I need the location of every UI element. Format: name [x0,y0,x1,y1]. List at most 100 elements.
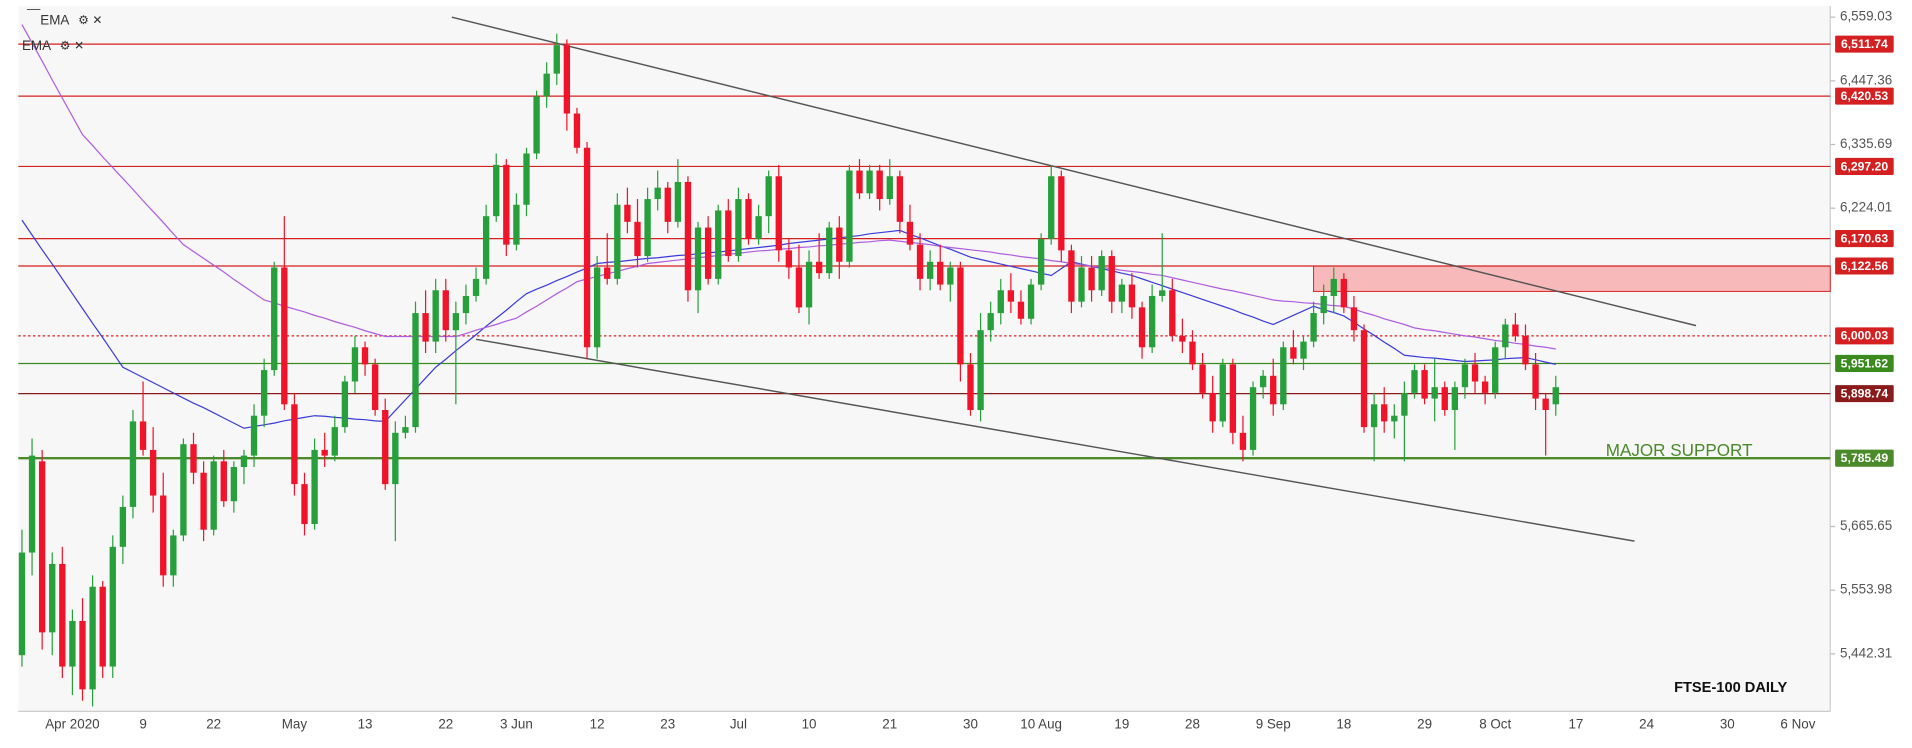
candle-body [382,410,389,485]
level-label-bg [1835,257,1894,275]
level-label: 5,951.62 [1841,356,1889,370]
level-label-bg [1835,87,1894,105]
candle-body [553,45,560,74]
y-tick-label: 6,335.69 [1840,136,1892,151]
level-label-bg [1835,385,1894,403]
candle-body [1300,341,1307,359]
candle-body [210,461,217,530]
candle-body [775,176,782,251]
candle-body [977,330,984,411]
candle-body [1330,278,1337,296]
candle-body [765,176,772,217]
candle-body [351,347,359,382]
candle-body [755,216,762,239]
x-tick-label: 18 [1336,716,1351,731]
y-tick-label: 6,447.36 [1840,72,1892,87]
candle-body [482,216,490,279]
candle-body [341,381,349,428]
candle-body [704,227,712,279]
candle-body [1249,387,1257,450]
candle-body [1451,387,1459,411]
candle-body [331,427,338,456]
level-label: 6,420.53 [1841,89,1889,103]
candle-body [795,267,803,308]
candle-body [1118,284,1126,302]
x-tick-label: 12 [590,716,605,731]
candle-body [291,404,298,485]
candle-body [1179,335,1186,342]
candle-body [614,204,621,279]
candle-body [634,221,641,257]
candle-body [1552,387,1559,405]
x-tick-label: 9 [139,716,146,731]
candle-body [533,96,540,154]
x-tick-label: 8 Oct [1479,716,1511,731]
candle-body [583,147,591,348]
level-label: 6,122.56 [1841,259,1889,273]
candle-body [937,261,944,285]
candle-body [694,227,702,291]
candle-body [200,472,207,530]
candle-body [220,461,227,502]
candle-body [664,187,671,222]
candle-body [442,290,449,331]
candle-body [1098,256,1105,291]
candle-body [906,221,914,245]
candle-body [563,45,571,114]
candle-body [1027,284,1035,319]
candle-body [240,455,248,468]
candle-body [1461,364,1469,388]
candle-body [109,546,116,667]
candle-body [1441,387,1448,411]
x-tick-label: 9 Sep [1256,716,1291,731]
candle-body [654,187,661,200]
candle-body [1481,381,1489,393]
candle-body [876,170,883,200]
candle-body [1229,364,1237,433]
resistance-zone [1313,265,1831,292]
candle-body [160,495,167,576]
candle-body [624,204,631,222]
legend-settings[interactable]: ⚙ ✕ [60,39,85,53]
candle-body [89,586,96,690]
level-label-bg [1835,354,1894,373]
candle-body [493,164,500,217]
candle-body [1370,404,1378,428]
legend-icon: ⎺ [27,7,40,22]
candle-body [1138,307,1146,348]
candle-body [361,347,369,365]
candle-body [644,199,651,257]
candle-body [28,455,36,553]
candle-body [543,73,550,97]
candle-body [79,620,86,690]
y-tick-label: 6,559.03 [1840,9,1892,24]
x-tick-label: 22 [438,716,453,731]
candle-body [1148,295,1156,348]
candle-body [1219,364,1226,422]
candle-body [180,444,187,536]
candle-body [1209,392,1216,422]
candle-body [715,210,722,279]
candle-body [1239,432,1247,450]
legend-settings[interactable]: ⚙ ✕ [78,13,103,27]
candle-body [1421,370,1428,399]
chart-layer: 6,559.03 6,447.36 6,335.69 6,224.01 5,665.65… [18,9,1894,731]
x-tick-label: 23 [660,716,675,731]
trendline [451,16,1697,327]
candle-body [472,278,480,296]
candle-body [1471,364,1479,382]
x-tick-label: 24 [1639,716,1654,731]
trendline [475,338,1635,542]
candle-body [1048,176,1055,239]
candle-body [1320,295,1327,314]
candle-body [1350,307,1358,331]
candle-body [1088,267,1095,291]
candle-body [432,290,439,342]
candle-body [886,176,893,200]
candle-body [170,535,177,576]
x-tick-label: 29 [1417,716,1432,731]
candle-body [99,586,106,667]
candle-body [1128,284,1136,308]
candle-body [1259,375,1267,388]
candle-body [1542,398,1549,411]
